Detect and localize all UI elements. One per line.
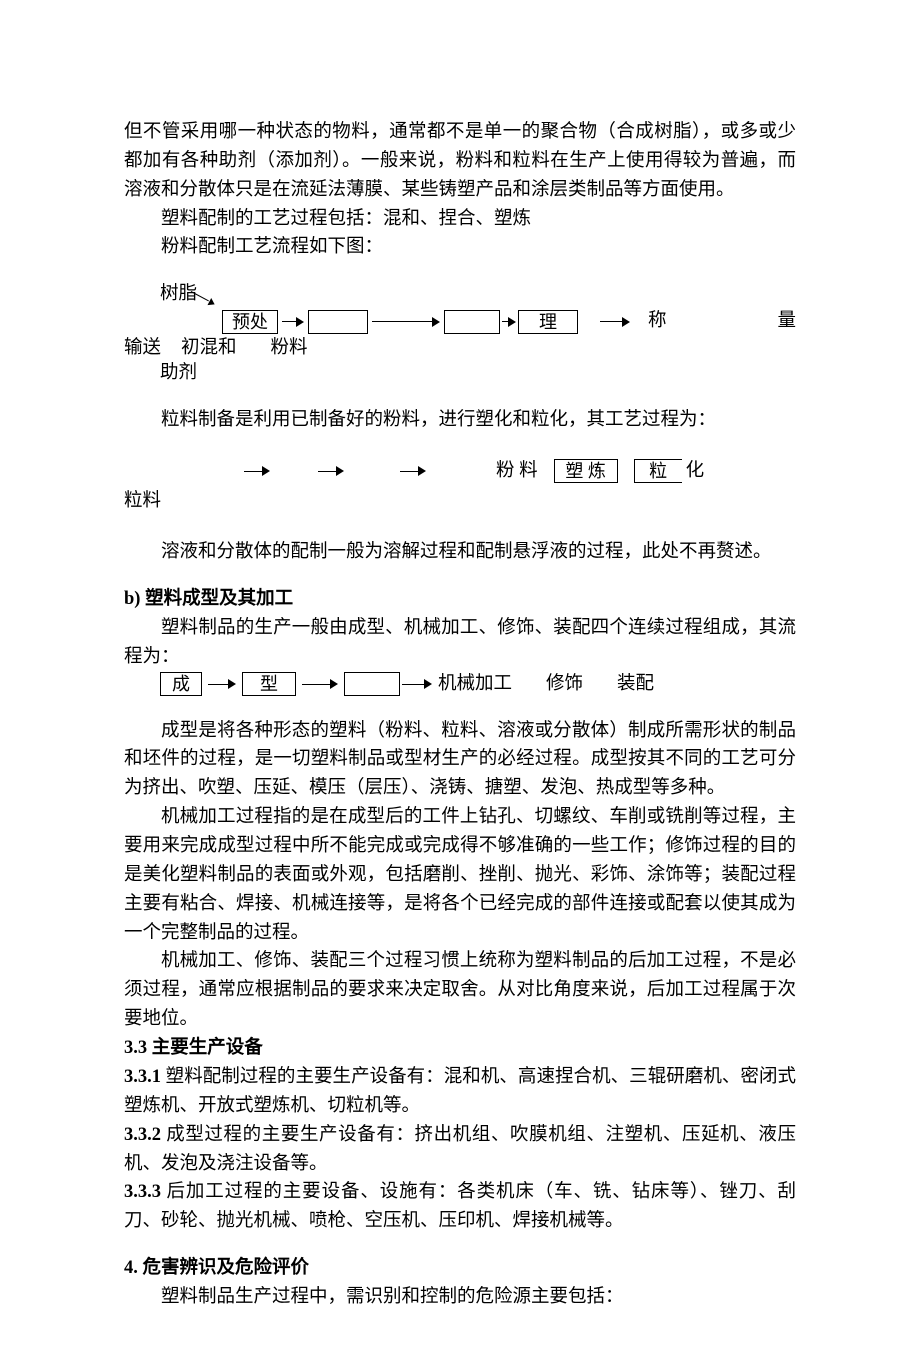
label-333: 3.3.3 (124, 1182, 161, 1202)
page: 但不管采用哪一种状态的物料，通常都不是单一的聚合物（合成树脂），或多或少都加有各… (0, 0, 920, 1372)
arrow-right-icon (282, 317, 304, 327)
flow2-box-sulian: 塑 炼 (554, 459, 618, 483)
text-333: 后加工过程的主要设备、设施有：各类机床（车、铣、钻床等）、锉刀、刮刀、砂轮、抛光… (124, 1182, 796, 1231)
flow1-cheng: 称 (648, 307, 667, 336)
paragraph-flow-caption: 粉料配制工艺流程如下图： (124, 233, 796, 262)
flow3-box-xing: 型 (242, 672, 296, 696)
arrow-right-icon (302, 679, 338, 689)
flow1-liang: 量 (777, 307, 796, 336)
arrow-right-icon (402, 679, 432, 689)
flow-powder-diagram: 树脂 预处 理 (124, 280, 796, 387)
arrow-right-icon (318, 466, 344, 476)
flow2-hua-label: 化 (686, 457, 705, 486)
flow3-jixie: 机械加工 (438, 670, 512, 699)
paragraph-chengxing: 成型是将各种形态的塑料（粉料、粒料、溶液或分散体）制成所需形状的制品和坯件的过程… (124, 717, 796, 804)
arrow-right-icon (244, 466, 270, 476)
arrow-right-icon (400, 466, 426, 476)
flow3-cheng-label: 成 (172, 675, 190, 693)
label-331: 3.3.1 (124, 1067, 161, 1087)
flow2-box-sulian-label: 塑 炼 (565, 462, 606, 480)
flow1-box2 (308, 310, 368, 334)
paragraph-332: 3.3.2 成型过程的主要生产设备有：挤出机组、吹膜机组、注塑机、压延机、液压机… (124, 1121, 796, 1179)
text-331: 塑料配制过程的主要生产设备有：混和机、高速捏合机、三辊研磨机、密闭式塑炼机、开放… (124, 1067, 796, 1116)
flow3-box-empty (344, 672, 400, 696)
heading-33: 3.3 主要生产设备 (124, 1034, 796, 1063)
flow2-liliao: 粒料 (124, 487, 796, 516)
paragraph-molding-intro-text: 塑料制品的生产一般由成型、机械加工、修饰、装配四个连续过程组成，其流程为： (124, 618, 796, 667)
flow2-box-lihua: 粒 (634, 459, 682, 483)
text-332: 成型过程的主要生产设备有：挤出机组、吹膜机组、注塑机、压延机、液压机、发泡及浇注… (124, 1125, 796, 1174)
flow1-zhuji: 助剂 (160, 359, 197, 388)
flow2-fenliao: 粉 料 (496, 457, 538, 486)
arrow-right-icon (208, 679, 236, 689)
paragraph-jixie: 机械加工过程指的是在成型后的工件上钻孔、切螺纹、车削或铣削等过程，主要用来完成成… (124, 803, 796, 947)
flow1-box-pre-label: 预处 (232, 313, 268, 331)
flow2-box-li-label: 粒 (649, 462, 667, 480)
paragraph-hazard: 塑料制品生产过程中，需识别和控制的危险源主要包括： (124, 1283, 796, 1312)
paragraph-molding-intro: 塑料制品的生产一般由成型、机械加工、修饰、装配四个连续过程组成，其流程为： (124, 614, 796, 672)
paragraph-333: 3.3.3 后加工过程的主要设备、设施有：各类机床（车、铣、钻床等）、锉刀、刮刀… (124, 1178, 796, 1236)
heading-b: b) 塑料成型及其加工 (124, 585, 796, 614)
flow1-box3 (444, 310, 500, 334)
paragraph-intro: 但不管采用哪一种状态的物料，通常都不是单一的聚合物（合成树脂），或多或少都加有各… (124, 118, 796, 205)
flow1-box-li: 理 (518, 310, 578, 334)
arrow-down-icon (191, 291, 213, 305)
paragraph-331: 3.3.1 塑料配制过程的主要生产设备有：混和机、高速捏合机、三辊研磨机、密闭式… (124, 1063, 796, 1121)
paragraph-houjiagong: 机械加工、修饰、装配三个过程习惯上统称为塑料制品的后加工过程，不是必须过程，通常… (124, 947, 796, 1034)
flow-granule-diagram: 粉 料 塑 炼 粒 化 粒料 (124, 457, 796, 517)
flow1-shusong: 输送 (124, 334, 161, 363)
label-332: 3.3.2 (124, 1125, 161, 1145)
flow3-xing-label: 型 (260, 675, 278, 693)
flow1-box-li-label: 理 (539, 313, 557, 331)
flow3-zhuangpei: 装配 (617, 670, 654, 699)
heading-4: 4. 危害辨识及危险评价 (124, 1254, 796, 1283)
paragraph-solution: 溶液和分散体的配制一般为溶解过程和配制悬浮液的过程，此处不再赘述。 (124, 538, 796, 567)
flow-molding-diagram: 成 型 机械加工 修饰 装配 (124, 670, 796, 699)
flow1-box-pre: 预处 (222, 310, 278, 334)
flow3-box-cheng: 成 (160, 672, 202, 696)
paragraph-steps: 塑料配制的工艺过程包括：混和、捏合、塑炼 (124, 205, 796, 234)
arrow-right-icon (600, 317, 630, 327)
flow3-xiushi: 修饰 (546, 670, 583, 699)
flow1-fenliao: 粉料 (271, 334, 308, 363)
arrow-right-icon (502, 317, 516, 327)
arrow-right-icon (372, 317, 440, 327)
paragraph-granule: 粒料制备是利用已制备好的粉料，进行塑化和粒化，其工艺过程为： (124, 406, 796, 435)
